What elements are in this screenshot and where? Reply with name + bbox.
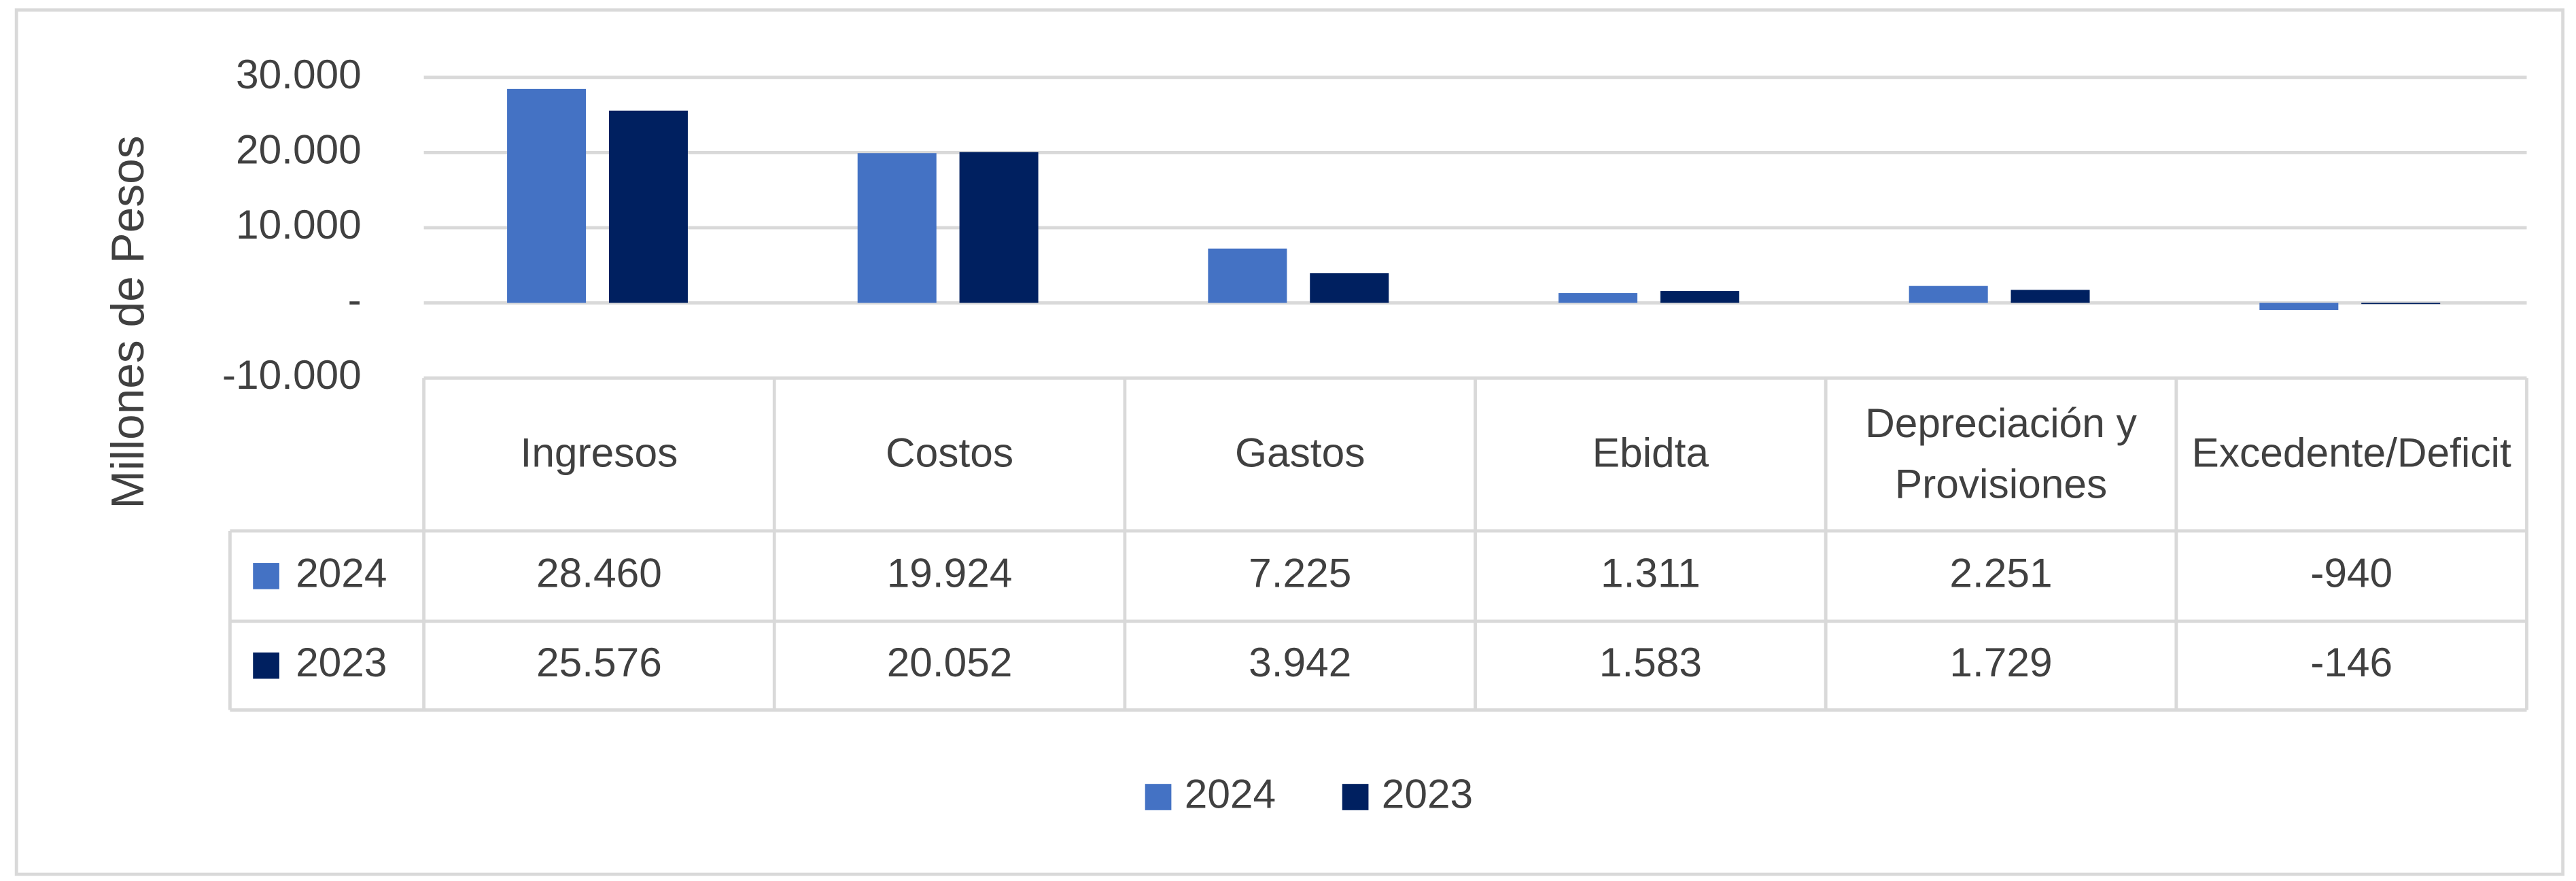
data-label: 2.251: [1949, 549, 2052, 595]
category-cell: Costos: [886, 431, 1014, 478]
data-label: 3.942: [1249, 639, 1351, 685]
bar: [2011, 290, 2090, 303]
table-series-name: 2023: [296, 639, 387, 685]
bar: [1559, 293, 1638, 303]
data-label: 19.924: [887, 549, 1013, 595]
bar: [857, 153, 937, 303]
y-tick-label: -: [348, 277, 362, 323]
bar: [2259, 303, 2339, 310]
data-label: 1.729: [1949, 639, 2052, 685]
data-label: 1.583: [1599, 639, 1702, 685]
data-label: 20.052: [887, 639, 1013, 685]
y-tick-label: 20.000: [236, 126, 362, 172]
category-cell: Gastos: [1234, 431, 1365, 478]
table-legend-key: [253, 563, 279, 589]
legend-label: 2023: [1382, 770, 1473, 816]
x-tick-label: Ingresos: [520, 431, 678, 478]
category-cell: Ebidta: [1592, 431, 1709, 478]
bar: [1310, 273, 1389, 303]
legend-label: 2024: [1185, 770, 1276, 816]
category-cell: Excedente/Deficit: [2191, 431, 2511, 478]
legend-key: [1342, 784, 1369, 810]
y-axis-title: Millones de Pesos: [103, 135, 154, 508]
data-label: -940: [2310, 549, 2392, 595]
category-cell: Ingresos: [520, 431, 678, 478]
bar: [1208, 248, 1287, 303]
table-legend-key: [253, 652, 279, 679]
bar: [2361, 303, 2441, 305]
x-tick-label: Ebidta: [1592, 431, 1709, 478]
data-label: 1.311: [1601, 549, 1701, 595]
data-label: 7.225: [1249, 549, 1351, 595]
legend-key: [1145, 784, 1172, 810]
y-tick-label: 30.000: [236, 51, 362, 97]
y-tick-label: -10.000: [222, 351, 362, 398]
bar: [608, 110, 688, 303]
bar: [507, 88, 587, 303]
data-label: -146: [2310, 639, 2392, 685]
x-tick-label: Gastos: [1234, 431, 1365, 478]
bar: [1909, 286, 1988, 303]
x-tick-label: Excedente/Deficit: [2191, 431, 2511, 478]
data-label: 25.576: [536, 639, 662, 685]
y-tick-label: 10.000: [236, 201, 362, 247]
data-label: 28.460: [536, 549, 662, 595]
x-tick-label: Depreciación y Provisiones: [1865, 401, 2137, 507]
bar: [959, 152, 1039, 303]
table-series-name: 2024: [296, 549, 387, 595]
category-cell: Depreciación y Provisiones: [1865, 401, 2137, 507]
x-tick-label: Costos: [886, 431, 1014, 478]
bar: [1660, 291, 1739, 303]
